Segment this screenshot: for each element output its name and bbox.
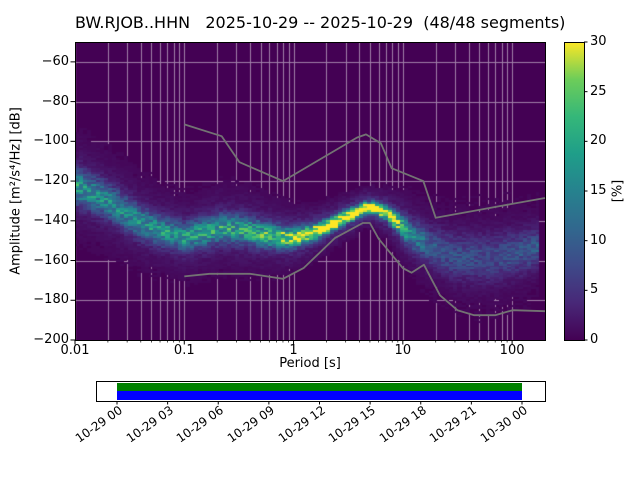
y-tick-label: −100: [33, 133, 69, 149]
y-tick-label: −160: [33, 252, 69, 268]
y-tick-label: −200: [33, 332, 69, 347]
colorbar-tick-label: 25: [590, 83, 607, 99]
colorbar-tick-label: 20: [590, 133, 607, 149]
x-tick-label: 100: [499, 343, 525, 358]
timeline-data-coverage-segment: [117, 391, 522, 400]
x-tick-label: 1: [289, 343, 298, 358]
x-tick-label: 0.01: [60, 343, 90, 358]
colorbar-tick-label: 10: [590, 232, 607, 248]
x-axis-label: Period [s]: [279, 356, 341, 371]
colorbar-tick-label: 0: [590, 332, 599, 347]
timeline-coverage-bar: [96, 381, 546, 402]
colorbar-tick-label: 15: [590, 183, 607, 198]
colorbar-tick-label: 30: [590, 34, 607, 49]
y-tick-label: −60: [41, 53, 69, 69]
colorbar: [564, 42, 584, 340]
timeline-psd-coverage-segment: [117, 383, 522, 391]
colorbar-tick-label: 5: [590, 282, 599, 298]
plot-area: [75, 42, 545, 340]
plot-title: BW.RJOB..HHN 2025-10-29 -- 2025-10-29 (4…: [75, 13, 566, 32]
x-tick-label: 0.1: [173, 343, 195, 358]
y-tick-label: −120: [33, 173, 69, 189]
x-tick-label: 10: [394, 343, 412, 358]
y-tick-label: −140: [33, 212, 69, 228]
y-tick-label: −180: [33, 292, 69, 308]
y-tick-label: −80: [41, 93, 69, 109]
ppsd-heatmap-canvas: [75, 42, 545, 340]
